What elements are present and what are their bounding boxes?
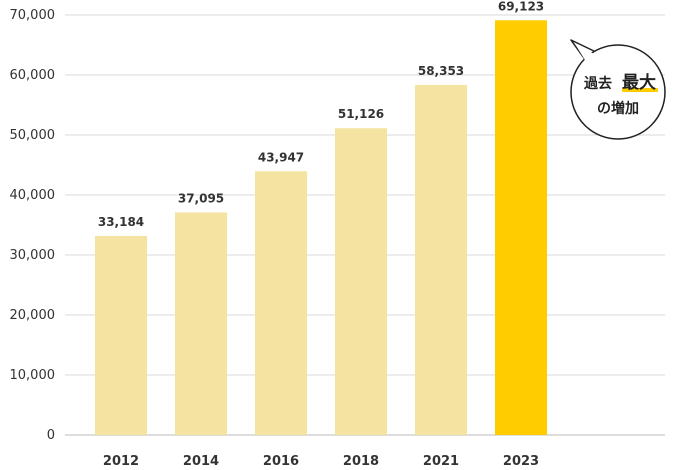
y-tick-label: 60,000 [10, 68, 56, 83]
callout-underline [622, 88, 658, 92]
data-label-2021: 58,353 [418, 64, 464, 78]
callout-text-kako: 過去 [583, 75, 612, 92]
callout-circle [570, 44, 666, 140]
x-tick-label-2023: 2023 [503, 454, 539, 469]
data-label-2014: 37,095 [178, 191, 224, 205]
y-tick-label: 70,000 [10, 8, 56, 23]
y-tick-label: 50,000 [10, 128, 56, 143]
bar-2021 [415, 84, 467, 435]
callout-text-saidai: 最大 [622, 72, 656, 93]
data-labels: 33,184 37,095 43,947 51,126 58,353 69,123 [98, 0, 544, 229]
data-label-2016: 43,947 [258, 150, 304, 164]
bar-2012 [95, 235, 147, 435]
bars [95, 20, 547, 436]
data-label-2018: 51,126 [338, 107, 384, 121]
y-tick-label: 0 [47, 428, 55, 443]
x-tick-label-2012: 2012 [103, 454, 139, 469]
bar-2023 [495, 20, 547, 436]
bar-2018 [335, 128, 387, 435]
y-tick-label: 40,000 [10, 188, 56, 203]
x-tick-label-2018: 2018 [343, 454, 379, 469]
y-tick-label: 30,000 [10, 248, 56, 263]
x-tick-label-2016: 2016 [263, 454, 299, 469]
y-axis-ticks: 0 10,000 20,000 30,000 40,000 50,000 60,000 70,… [10, 8, 56, 443]
x-axis-ticks: 2012 2014 2016 2018 2021 2023 [103, 454, 539, 469]
callout-bubble: 過去 最大 の増加 [570, 39, 666, 140]
data-label-2023: 69,123 [498, 0, 544, 13]
data-label-2012: 33,184 [98, 215, 144, 229]
bar-2014 [175, 212, 227, 435]
bar-2016 [255, 171, 307, 435]
y-tick-label: 10,000 [10, 368, 56, 383]
x-tick-label-2021: 2021 [423, 454, 459, 469]
y-tick-label: 20,000 [10, 308, 56, 323]
callout-text-line2: の増加 [597, 100, 639, 117]
x-tick-label-2014: 2014 [183, 454, 219, 469]
callout-tail-cover [575, 44, 594, 60]
